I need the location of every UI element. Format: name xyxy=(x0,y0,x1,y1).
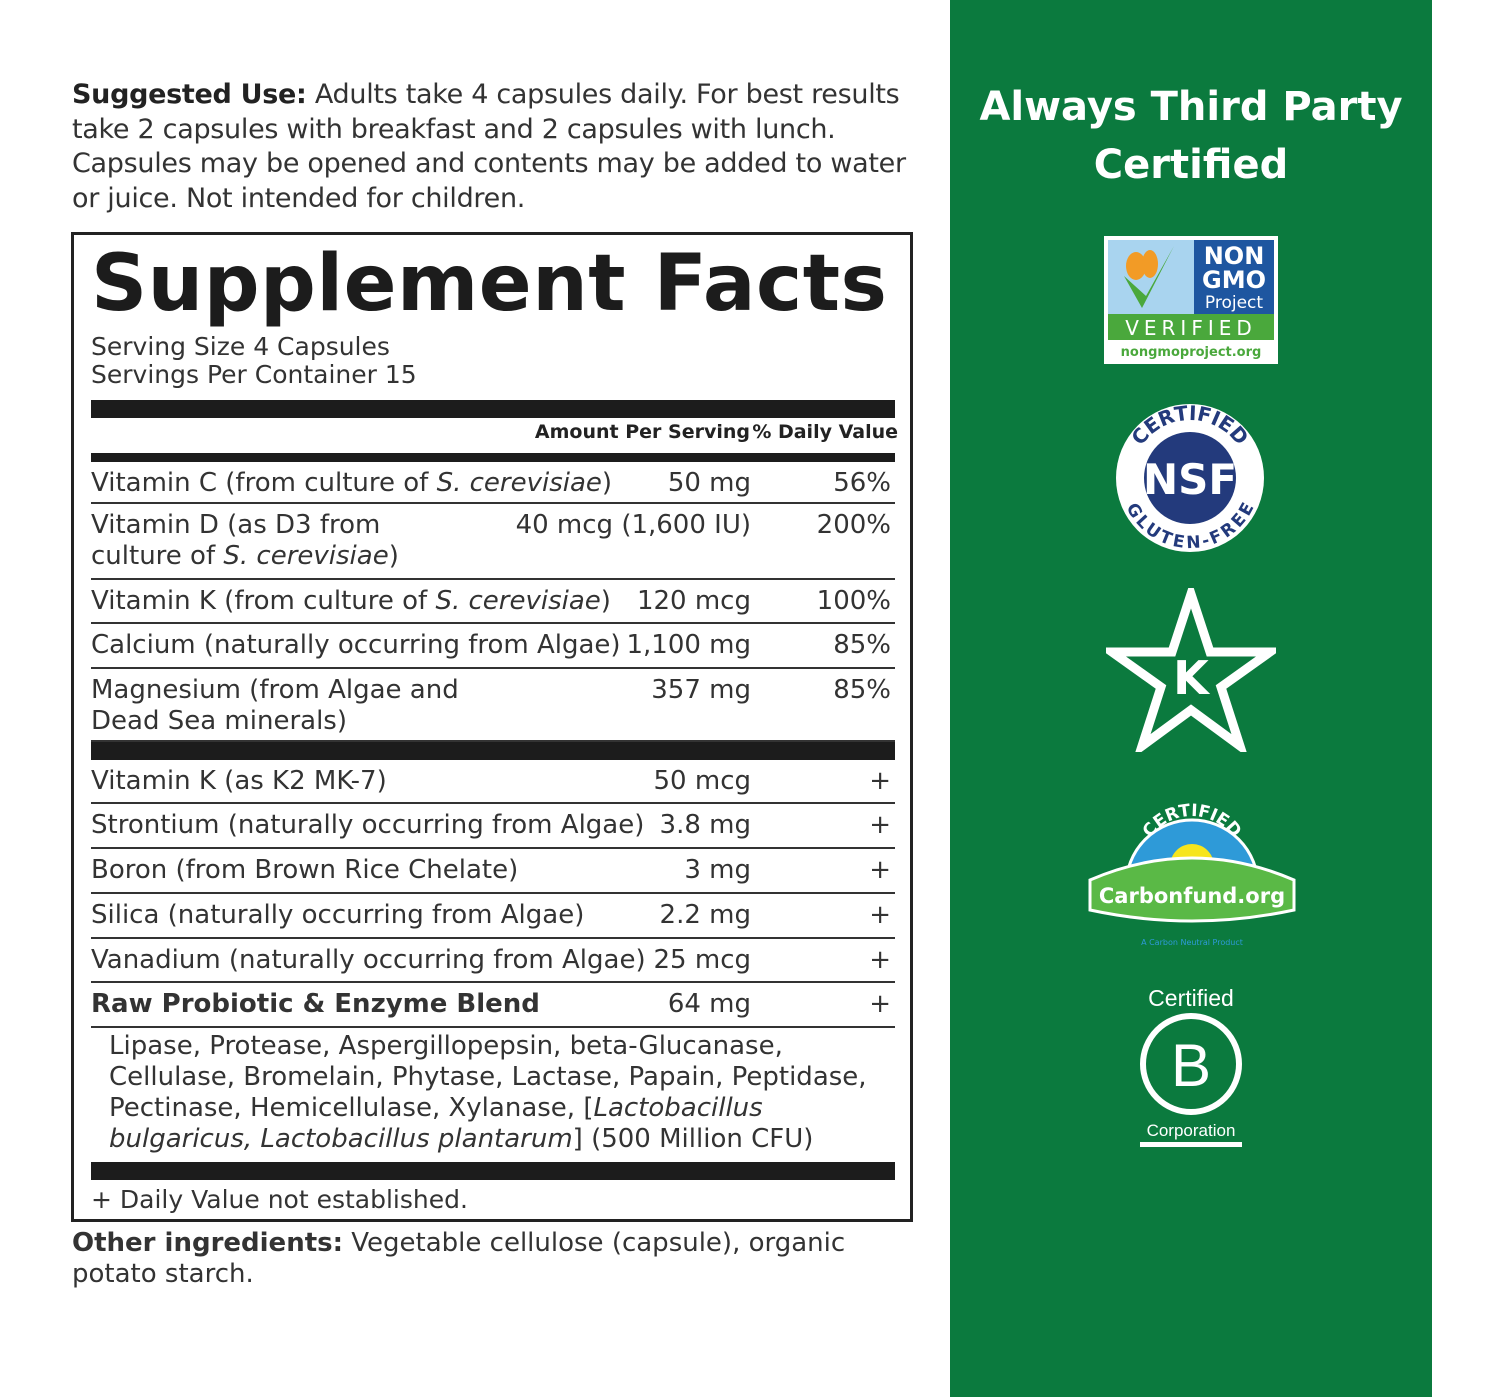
divider xyxy=(91,453,895,462)
nutrient-amount: 357 mg xyxy=(651,675,751,705)
nutrient-daily-value: 56% xyxy=(833,468,891,498)
nutrient-name: Vitamin K (as K2 MK-7) xyxy=(91,766,387,796)
svg-text:Certified: Certified xyxy=(1148,985,1234,1011)
certification-panel: Always Third Party Certified NON GMO Proj… xyxy=(950,0,1432,1397)
nutrient-name: Calcium (naturally occurring from Algae) xyxy=(91,630,621,660)
thick-divider xyxy=(91,742,895,760)
b-corporation-logo: Certified B Corporation xyxy=(1140,985,1242,1147)
nutrient-name: Vitamin K (from culture of S. cerevisiae… xyxy=(91,586,611,616)
thick-divider xyxy=(91,1162,895,1180)
svg-text:A Carbon Neutral Product: A Carbon Neutral Product xyxy=(1141,938,1243,947)
svg-text:Carbonfund.org: Carbonfund.org xyxy=(1099,884,1285,908)
nutrient-amount: 2.2 mg xyxy=(659,900,751,930)
svg-text:Corporation: Corporation xyxy=(1147,1121,1236,1140)
svg-text:VERIFIED: VERIFIED xyxy=(1125,316,1257,340)
nutrient-daily-value: + xyxy=(869,989,891,1019)
nutrient-name: Magnesium (from Algae and Dead Sea miner… xyxy=(91,675,459,736)
carbonfund-logo: CERTIFIED Carbonfund.org A Carbon Neutra… xyxy=(1088,801,1296,947)
nutrient-amount: 50 mcg xyxy=(653,766,751,796)
non-gmo-verified-logo: NON GMO Project VERIFIED nongmoproject.o… xyxy=(1104,236,1278,364)
svg-text:nongmoproject.org: nongmoproject.org xyxy=(1121,345,1262,360)
facts-row: Vanadium (naturally occurring from Algae… xyxy=(91,939,895,983)
nutrient-amount: 120 mcg xyxy=(636,586,751,616)
blend-ingredients: Lipase, Protease, Aspergillopepsin, beta… xyxy=(109,1031,889,1155)
nutrient-daily-value: + xyxy=(869,900,891,930)
suggested-use-label: Suggested Use: xyxy=(72,79,307,110)
nutrient-name: Silica (naturally occurring from Algae) xyxy=(91,900,585,930)
facts-row: Vitamin K (from culture of S. cerevisiae… xyxy=(91,580,895,624)
other-text: Vegetable cellulose (capsule), organic p… xyxy=(72,1228,846,1289)
blend-tail: ] (500 Million CFU) xyxy=(572,1124,814,1154)
panel-title: Always Third Party Certified xyxy=(950,78,1432,194)
panel-title-line2: Certified xyxy=(1093,142,1289,188)
facts-row: Raw Probiotic & Enzyme Blend 64 mg + xyxy=(91,983,895,1028)
svg-text:NON: NON xyxy=(1204,242,1265,270)
nutrient-daily-value: 200% xyxy=(816,510,891,540)
nutrient-daily-value: 85% xyxy=(833,675,891,705)
facts-row: Vitamin K (as K2 MK-7) 50 mcg + xyxy=(91,760,895,804)
blend-italic: Lactobacillus bulgaricus, Lactobacillus … xyxy=(109,1093,763,1154)
other-ingredients: Other ingredients: Vegetable cellulose (… xyxy=(72,1228,872,1290)
blend-text: Lipase, Protease, Aspergillopepsin, beta… xyxy=(109,1031,867,1123)
nutrient-name: Boron (from Brown Rice Chelate) xyxy=(91,855,519,885)
other-label: Other ingredients: xyxy=(72,1228,344,1258)
nsf-gluten-free-logo: CERTIFIED GLUTEN-FREE NSF xyxy=(1116,402,1264,553)
nutrient-name: Vanadium (naturally occurring from Algae… xyxy=(91,945,646,975)
nutrient-amount: 64 mg xyxy=(667,989,751,1019)
suggested-use-text: Adults take 4 capsules daily. For best r… xyxy=(72,79,906,214)
facts-row: Boron (from Brown Rice Chelate) 3 mg + xyxy=(91,849,895,894)
nutrient-amount: 1,100 mg xyxy=(626,630,751,660)
supplement-facts-panel: Supplement Facts Serving Size 4 Capsules… xyxy=(71,232,913,1222)
nutrient-daily-value: 100% xyxy=(816,586,891,616)
servings-per-container: Servings Per Container 15 xyxy=(91,360,417,389)
nutrient-daily-value: + xyxy=(869,766,891,796)
nutrient-name: Vitamin C (from culture of S. cerevisiae… xyxy=(91,468,613,498)
serving-size: Serving Size 4 Capsules xyxy=(91,332,390,361)
thick-divider xyxy=(91,400,895,418)
col-amount-header: Amount Per Serving xyxy=(534,421,750,443)
nutrient-amount: 3.8 mg xyxy=(659,810,751,840)
nutrient-daily-value: + xyxy=(869,945,891,975)
nutrient-name: Raw Probiotic & Enzyme Blend xyxy=(91,989,540,1019)
col-dv-header: % Daily Value xyxy=(752,421,898,443)
svg-text:Project: Project xyxy=(1205,293,1263,313)
facts-row: Vitamin C (from culture of S. cerevisiae… xyxy=(91,462,895,504)
facts-title: Supplement Facts xyxy=(91,239,888,329)
nutrient-daily-value: + xyxy=(869,810,891,840)
panel-title-line1: Always Third Party xyxy=(979,84,1403,130)
nutrient-daily-value: + xyxy=(869,855,891,885)
facts-row: Silica (naturally occurring from Algae) 2… xyxy=(91,894,895,939)
nutrient-amount: 25 mcg xyxy=(653,945,751,975)
footnote: + Daily Value not established. xyxy=(91,1185,468,1214)
suggested-use: Suggested Use: Adults take 4 capsules da… xyxy=(72,78,922,216)
facts-row: Magnesium (from Algae and Dead Sea miner… xyxy=(91,669,895,742)
facts-row: Calcium (naturally occurring from Algae)… xyxy=(91,624,895,669)
kosher-star-logo: K xyxy=(1106,588,1276,752)
nutrient-amount: 40 mcg (1,600 IU) xyxy=(515,510,751,540)
nutrient-name: Vitamin D (as D3 from culture of S. cere… xyxy=(91,510,399,571)
nutrient-name: Strontium (naturally occurring from Alga… xyxy=(91,810,645,840)
nutrient-amount: 50 mg xyxy=(667,468,751,498)
facts-row: Strontium (naturally occurring from Alga… xyxy=(91,804,895,849)
nutrient-daily-value: 85% xyxy=(833,630,891,660)
svg-text:B: B xyxy=(1171,1032,1211,1099)
svg-text:GMO: GMO xyxy=(1202,266,1266,294)
facts-row: Vitamin D (as D3 from culture of S. cere… xyxy=(91,504,895,580)
svg-text:K: K xyxy=(1173,651,1211,705)
svg-text:NSF: NSF xyxy=(1143,455,1237,504)
nutrient-amount: 3 mg xyxy=(684,855,751,885)
